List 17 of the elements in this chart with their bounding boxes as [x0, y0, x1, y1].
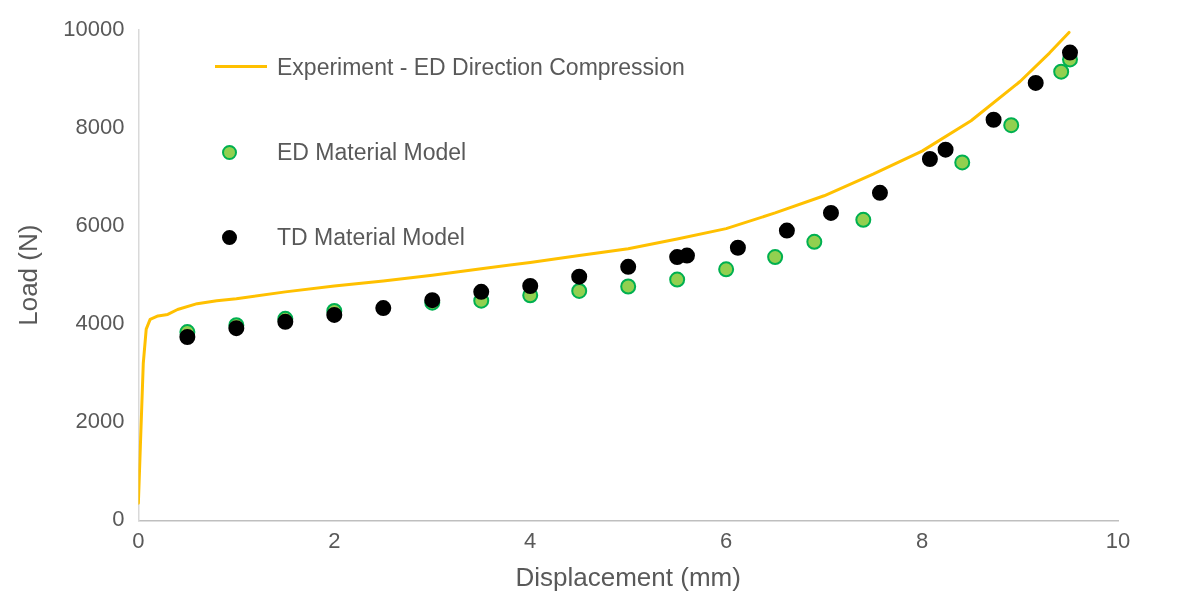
- x-tick-label: 10: [1105, 527, 1131, 553]
- y-tick-label: 2000: [75, 408, 125, 434]
- x-tick-label: 2: [328, 527, 341, 553]
- x-axis-title: Displacement (mm): [515, 561, 741, 592]
- legend-label: Experiment - ED Direction Compression: [277, 53, 685, 81]
- legend-label: ED Material Model: [277, 138, 467, 166]
- x-tick-label: 8: [915, 527, 929, 553]
- y-tick-label: 0: [112, 506, 125, 532]
- legend-label: TD Material Model: [277, 223, 465, 251]
- y-tick-label: 4000: [75, 310, 125, 336]
- y-tick-label: 6000: [75, 212, 125, 238]
- y-tick-label: 10000: [63, 16, 125, 42]
- y-tick-label: 8000: [75, 114, 125, 140]
- x-tick-label: 6: [720, 527, 733, 553]
- x-tick-label: 4: [524, 527, 537, 553]
- x-tick-label: 0: [132, 527, 145, 553]
- y-axis-title: Load (N): [12, 224, 43, 326]
